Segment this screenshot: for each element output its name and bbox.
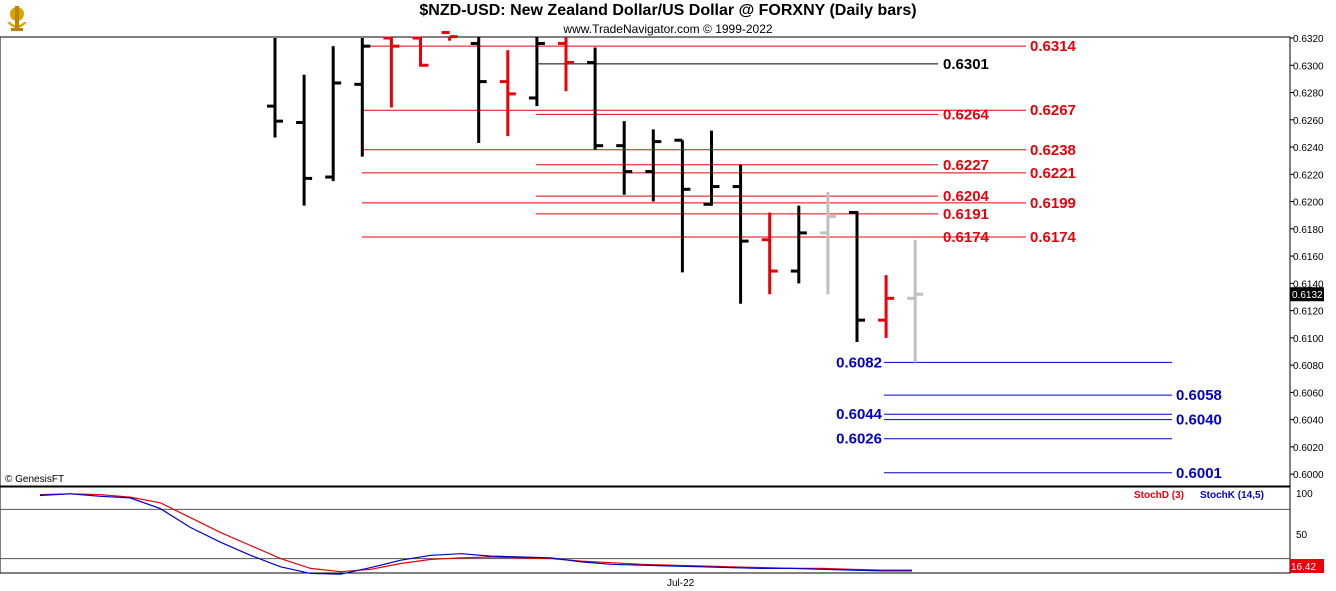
stoch-tick-label: 100 bbox=[1296, 489, 1313, 500]
ohlc-bar bbox=[441, 31, 458, 41]
y-tick-label: 0.6240 bbox=[1293, 143, 1324, 154]
x-axis-label: Jul-22 bbox=[667, 578, 695, 589]
ohlc-bar bbox=[354, 38, 371, 157]
ohlc-bar bbox=[616, 121, 633, 195]
ohlc-bar bbox=[296, 74, 313, 206]
ohlc-bar bbox=[499, 50, 516, 137]
level-label-0.6238: 0.6238 bbox=[1030, 142, 1076, 159]
ohlc-bar bbox=[732, 164, 749, 304]
series-line-stochD bbox=[39, 493, 912, 573]
y-tick-label: 0.6020 bbox=[1293, 443, 1324, 454]
level-label-0.6301: 0.6301 bbox=[943, 56, 989, 73]
chart-title: $NZD-USD: New Zealand Dollar/US Dollar @… bbox=[419, 2, 917, 19]
legend-stochK: StochK (14,5) bbox=[1200, 490, 1264, 501]
ohlc-bar bbox=[587, 47, 604, 150]
level-label-0.6174: 0.6174 bbox=[1030, 229, 1077, 246]
level-label-0.6174: 0.6174 bbox=[943, 229, 990, 246]
level-label-0.6264: 0.6264 bbox=[943, 106, 990, 123]
y-tick-label: 0.6320 bbox=[1293, 34, 1324, 45]
y-tick-label: 0.6040 bbox=[1293, 416, 1324, 427]
ohlc-bar bbox=[703, 130, 720, 206]
y-tick-label: 0.6260 bbox=[1293, 116, 1324, 127]
y-tick-label: 0.6060 bbox=[1293, 388, 1324, 399]
stochastic-lines bbox=[39, 493, 912, 575]
y-tick-label: 0.6220 bbox=[1293, 170, 1324, 181]
y-tick-label: 0.6300 bbox=[1293, 61, 1324, 72]
price-levels: 0.6314 0.6301 0.6267 0.6264 0.6238 0.6227 0.62… bbox=[362, 38, 1222, 482]
ohlc-bar bbox=[412, 36, 429, 67]
stochastic-panel-frame bbox=[0, 486, 1291, 574]
y-tick-label: 0.6200 bbox=[1293, 198, 1324, 209]
ohlc-bar bbox=[383, 36, 400, 108]
level-label-0.6227: 0.6227 bbox=[943, 157, 989, 174]
level-label-0.6026: 0.6026 bbox=[836, 431, 882, 448]
level-label-0.6082: 0.6082 bbox=[836, 354, 882, 371]
trade-navigator-logo-icon bbox=[2, 2, 32, 34]
level-label-0.6199: 0.6199 bbox=[1030, 195, 1076, 212]
last-price-box bbox=[1290, 287, 1324, 302]
stochastic-axis: 100 50 16.42 Jul-22 StochD (3) StochK (14,5) bbox=[667, 489, 1324, 589]
y-tick-label: 0.6080 bbox=[1293, 361, 1324, 372]
ohlc-bar bbox=[528, 37, 545, 107]
stoch-last-label: 16.42 bbox=[1291, 562, 1316, 573]
level-label-0.6001: 0.6001 bbox=[1176, 465, 1222, 482]
level-label-0.6040: 0.6040 bbox=[1176, 412, 1222, 429]
series-line-stochK bbox=[39, 493, 912, 575]
stochastic-panel-border bbox=[0, 486, 1291, 574]
y-tick-label: 0.6100 bbox=[1293, 334, 1324, 345]
ohlc-bar bbox=[790, 205, 807, 284]
ohlc-bars bbox=[267, 31, 924, 363]
last-price-label: 0.6132 bbox=[1292, 290, 1323, 301]
y-tick-label: 0.6140 bbox=[1293, 279, 1324, 290]
ohlc-bar bbox=[674, 138, 691, 273]
ohlc-bar bbox=[645, 129, 662, 202]
ohlc-bar bbox=[558, 37, 574, 92]
level-label-0.6044: 0.6044 bbox=[836, 406, 883, 423]
copyright-text: www.TradeNavigator.com © 1999-2022 bbox=[563, 22, 773, 36]
ohlc-bar bbox=[907, 239, 924, 363]
y-tick-label: 0.6160 bbox=[1293, 252, 1324, 263]
stoch-tick-label: 50 bbox=[1296, 530, 1308, 541]
ohlc-bar bbox=[470, 37, 487, 143]
y-tick-label: 0.6280 bbox=[1293, 89, 1324, 100]
level-label-0.6221: 0.6221 bbox=[1030, 165, 1076, 182]
ohlc-bar bbox=[267, 38, 283, 138]
chart-header: $NZD-USD: New Zealand Dollar/US Dollar @… bbox=[0, 0, 1290, 37]
level-label-0.6204: 0.6204 bbox=[943, 188, 990, 205]
price-axis: 0.6000 0.6020 0.6040 0.6060 0.6080 0.6100 0.61… bbox=[1290, 34, 1324, 481]
level-label-0.6191: 0.6191 bbox=[943, 206, 989, 223]
genesis-watermark: © GenesisFT bbox=[5, 474, 65, 485]
ohlc-bar bbox=[849, 210, 865, 342]
price-panel-frame bbox=[0, 36, 1291, 573]
level-label-0.6314: 0.6314 bbox=[1030, 38, 1077, 55]
level-label-0.6058: 0.6058 bbox=[1176, 387, 1222, 404]
ohlc-bar bbox=[878, 275, 895, 338]
y-tick-label: 0.6180 bbox=[1293, 225, 1324, 236]
ohlc-bar bbox=[761, 212, 778, 295]
stoch-last-box bbox=[1290, 559, 1324, 573]
y-tick-label: 0.6120 bbox=[1293, 307, 1324, 318]
level-label-0.6267: 0.6267 bbox=[1030, 102, 1076, 119]
price-panel-border bbox=[0, 36, 1291, 487]
ohlc-bar bbox=[325, 46, 342, 182]
ohlc-bar bbox=[819, 192, 836, 295]
y-tick-label: 0.6000 bbox=[1293, 470, 1324, 481]
legend-stochD: StochD (3) bbox=[1134, 490, 1184, 501]
